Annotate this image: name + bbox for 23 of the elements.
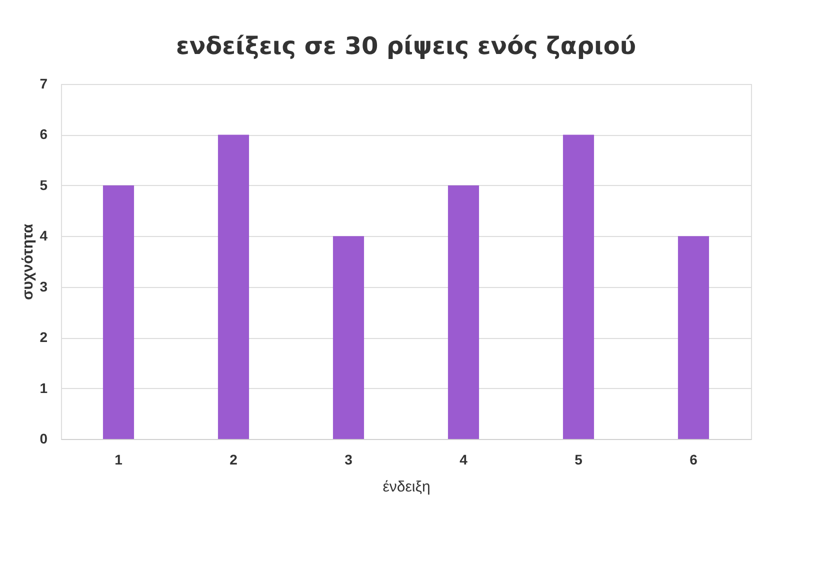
x-axis-title: ένδειξη <box>382 478 430 496</box>
chart-title: ενδείξεις σε 30 ρίψεις ενός ζαριού <box>176 32 636 60</box>
y-tick-label: 1 <box>40 380 48 396</box>
x-tick-label: 1 <box>114 452 123 468</box>
x-tick-label: 5 <box>574 452 583 468</box>
y-tick-label: 0 <box>40 430 48 446</box>
bar <box>332 236 364 439</box>
x-tick-label: 3 <box>344 452 353 468</box>
bar <box>218 134 250 439</box>
y-tick-label: 4 <box>40 228 48 244</box>
y-axis-title: συχνότητα <box>20 223 37 300</box>
y-tick-label: 7 <box>40 76 48 92</box>
y-tick-label: 5 <box>40 176 48 193</box>
bar <box>448 185 480 439</box>
y-tick-label: 2 <box>40 329 48 346</box>
y-tick-label: 6 <box>40 126 48 142</box>
bar <box>102 185 134 439</box>
bar <box>562 134 594 439</box>
bar <box>678 236 710 439</box>
y-tick-label: 3 <box>40 278 48 294</box>
x-tick-label: 6 <box>690 452 698 468</box>
x-tick-label: 4 <box>460 452 468 468</box>
x-tick-label: 2 <box>230 452 238 468</box>
